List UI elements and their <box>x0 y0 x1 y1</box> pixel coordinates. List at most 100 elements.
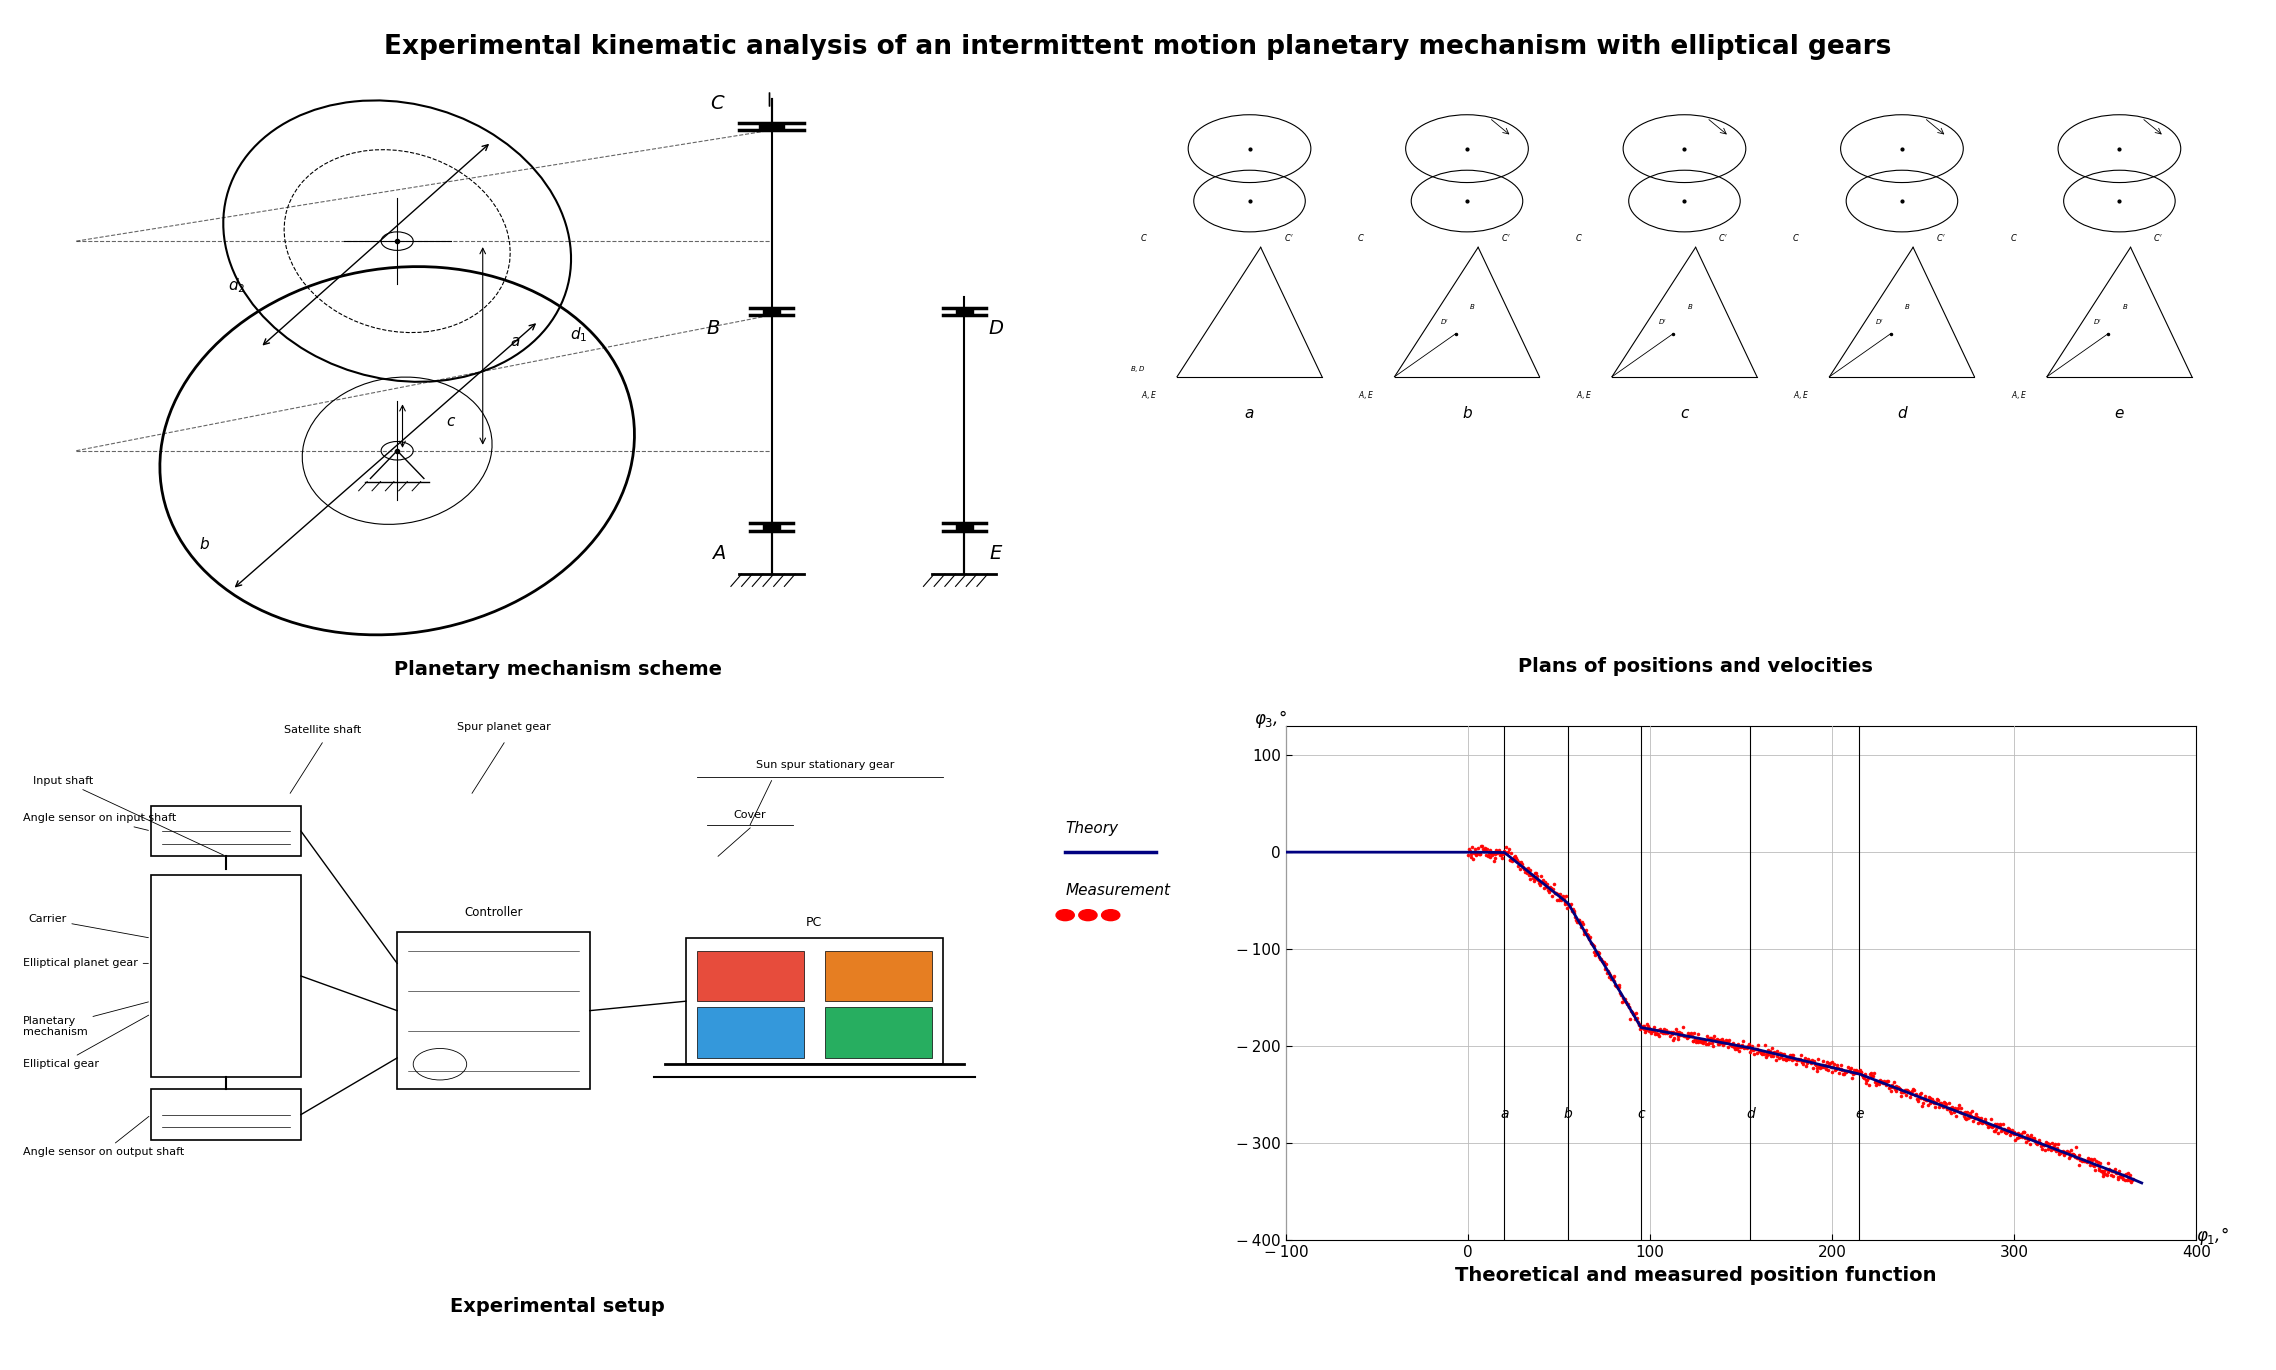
Point <box>1821 1058 1857 1080</box>
Point <box>2028 1138 2064 1160</box>
Point <box>1796 1052 1832 1074</box>
Point <box>1766 1043 1803 1064</box>
Point <box>1486 840 1523 862</box>
Point <box>1718 1036 1755 1058</box>
Point <box>1468 844 1504 866</box>
Point <box>1677 1030 1714 1052</box>
Point <box>1580 941 1616 963</box>
Point <box>2071 1148 2108 1170</box>
Point <box>1737 1038 1773 1060</box>
Text: Experimental kinematic analysis of an intermittent motion planetary mechanism wi: Experimental kinematic analysis of an in… <box>385 34 1891 60</box>
Text: $B$: $B$ <box>1905 301 1912 311</box>
Point <box>2083 1160 2119 1182</box>
Point <box>1463 834 1500 856</box>
Text: $B$: $B$ <box>1470 301 1475 311</box>
Point <box>1632 1021 1668 1043</box>
Point <box>1507 862 1543 884</box>
Point <box>1764 1044 1800 1066</box>
Point <box>1516 867 1552 889</box>
Text: $\varphi_3$,°: $\varphi_3$,° <box>1254 708 1286 730</box>
Point <box>1555 897 1591 919</box>
Point <box>1595 970 1632 992</box>
Point <box>1566 922 1602 944</box>
Point <box>1925 1092 1962 1114</box>
Point <box>1757 1049 1793 1071</box>
Point <box>1509 856 1545 878</box>
Point <box>1555 900 1591 922</box>
Point <box>1857 1074 1894 1096</box>
Point <box>1941 1101 1978 1123</box>
Point <box>1978 1119 2014 1141</box>
Point <box>1520 871 1557 893</box>
Point <box>1928 1092 1964 1114</box>
Point <box>1882 1081 1919 1103</box>
Point <box>1885 1081 1921 1103</box>
Point <box>2010 1129 2046 1151</box>
Point <box>2085 1164 2121 1186</box>
Point <box>1648 1022 1684 1044</box>
Point <box>1730 1034 1766 1056</box>
Point <box>1595 966 1632 988</box>
Point <box>1880 1077 1916 1099</box>
Point <box>2003 1123 2039 1145</box>
Point <box>1875 1077 1912 1099</box>
Point <box>2096 1158 2133 1180</box>
Point <box>2105 1164 2142 1186</box>
Point <box>1755 1037 1791 1059</box>
Point <box>1450 838 1486 860</box>
Point <box>1932 1101 1969 1123</box>
Point <box>1534 878 1570 900</box>
Point <box>1570 927 1607 949</box>
Point <box>2094 1160 2130 1182</box>
Point <box>1500 848 1536 870</box>
Point <box>1712 1034 1748 1056</box>
Point <box>1668 1025 1705 1047</box>
Point <box>1919 1092 1955 1114</box>
Point <box>2058 1147 2094 1169</box>
Point <box>1739 1041 1775 1063</box>
Point <box>1673 1022 1709 1044</box>
Point <box>2108 1163 2144 1185</box>
Point <box>1689 1033 1725 1055</box>
Point <box>1652 1025 1689 1047</box>
Point <box>1625 1018 1661 1040</box>
Point <box>2114 1169 2151 1191</box>
Point <box>1634 1021 1671 1043</box>
Point <box>2105 1164 2142 1186</box>
Point <box>1559 911 1595 933</box>
Text: Cover: Cover <box>733 811 767 821</box>
Point <box>2085 1162 2121 1184</box>
Point <box>1932 1097 1969 1119</box>
Point <box>1489 843 1525 864</box>
Point <box>1484 844 1520 866</box>
Point <box>1809 1051 1846 1073</box>
Point <box>1800 1048 1837 1070</box>
Point <box>1684 1029 1721 1051</box>
Point <box>1951 1107 1987 1129</box>
Point <box>1910 1086 1946 1108</box>
Point <box>1916 1091 1953 1112</box>
Point <box>1957 1107 1994 1129</box>
Point <box>1832 1056 1869 1078</box>
Point <box>1787 1055 1823 1077</box>
Point <box>1584 951 1621 973</box>
Point <box>1782 1048 1819 1070</box>
Point <box>1819 1058 1855 1080</box>
Point <box>1875 1070 1912 1092</box>
Point <box>2019 1132 2055 1154</box>
Point <box>2087 1160 2124 1182</box>
Point <box>1668 1026 1705 1048</box>
Point <box>1452 845 1489 867</box>
Point <box>1746 1034 1782 1056</box>
Point <box>1618 1007 1655 1029</box>
Point <box>1948 1101 1985 1123</box>
Point <box>1862 1074 1898 1096</box>
Point <box>1853 1066 1889 1088</box>
Point <box>1900 1089 1937 1111</box>
Text: $D$: $D$ <box>988 319 1004 337</box>
Point <box>1534 877 1570 899</box>
Point <box>1671 1026 1707 1048</box>
Point <box>1545 893 1582 915</box>
Text: $d_1$: $d_1$ <box>571 326 587 344</box>
Point <box>1657 1022 1693 1044</box>
